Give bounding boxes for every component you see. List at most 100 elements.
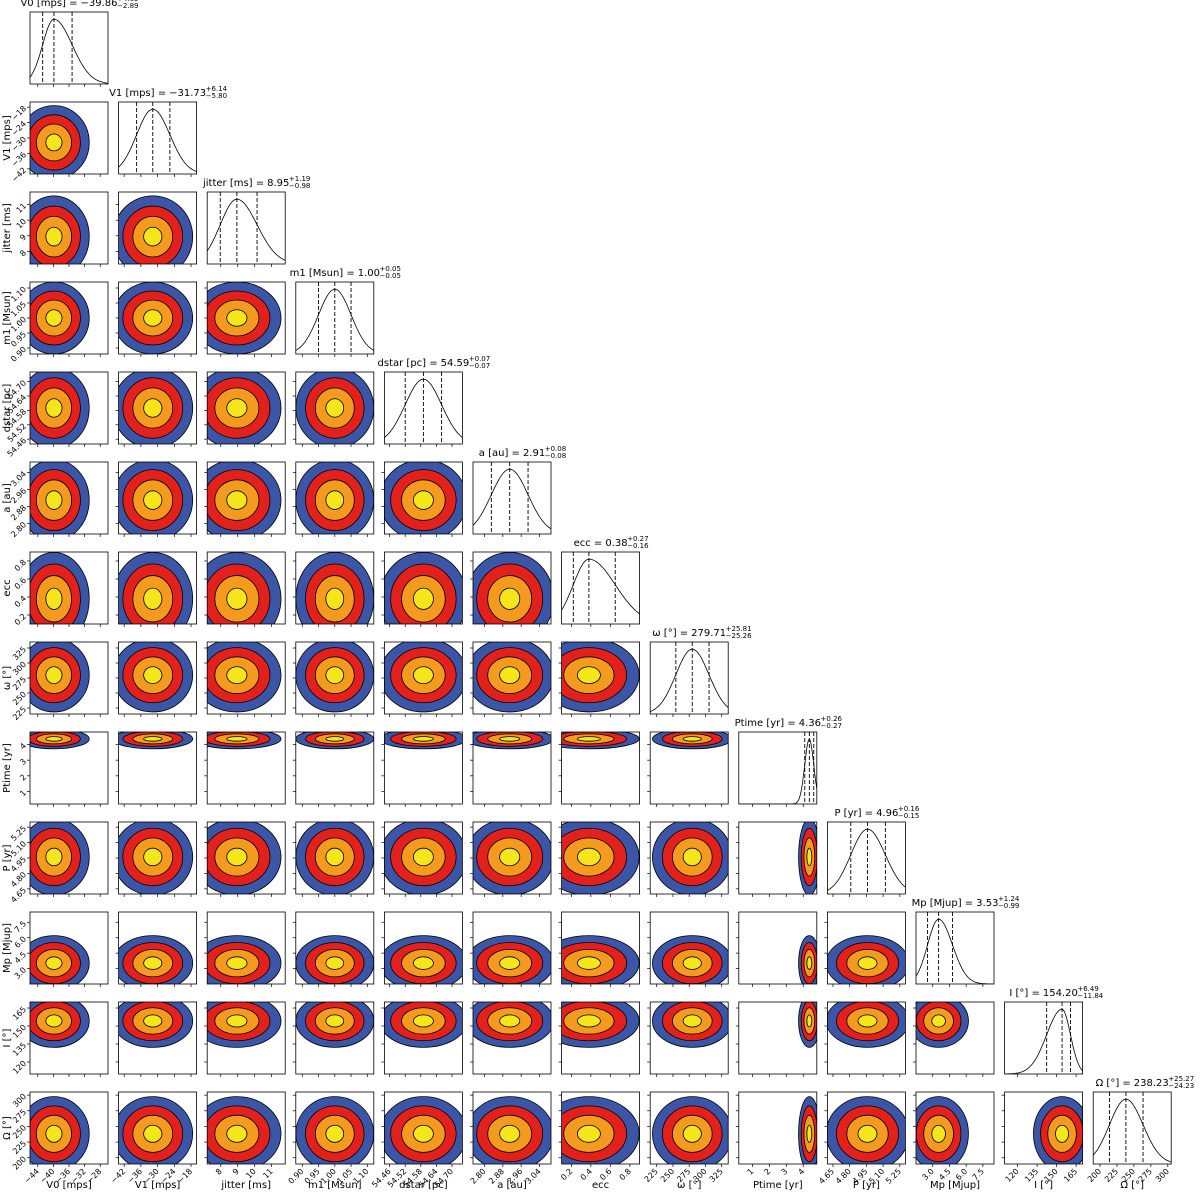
panel (647, 731, 729, 807)
panel (470, 551, 552, 627)
panel-frame (649, 1091, 729, 1165)
contour (143, 847, 163, 867)
panel-frame (206, 371, 286, 445)
x-axis-label: Ptime [yr] (753, 1180, 803, 1191)
title-name: V0 [mps] = (20, 0, 77, 9)
title-median: 1.00 (358, 268, 380, 279)
y-tick-label: 150 (11, 1023, 28, 1040)
y-axis-label: jitter [ms] (2, 203, 13, 254)
panel-frame (118, 821, 197, 895)
title-plus: +6.14 (206, 85, 228, 93)
title-median: 3.53 (976, 898, 998, 909)
title-median: 54.59 (441, 358, 470, 369)
y-tick-label: 8 (18, 248, 28, 258)
contour (857, 1014, 878, 1028)
contour (226, 847, 248, 867)
x-tick-label: 165 (1062, 1167, 1079, 1184)
y-tick-label: 0.90 (9, 345, 28, 364)
contour (931, 1124, 946, 1143)
panel-frame (206, 191, 286, 265)
y-tick-label: 4 (18, 741, 28, 751)
panel-frame (472, 551, 552, 625)
y-axis-label: ω [°] (2, 666, 13, 690)
panel: −42−36−30−24−18 (10, 101, 109, 184)
panel-frame (738, 911, 818, 985)
title-plus: +0.16 (898, 805, 920, 813)
title-minus: −0.15 (898, 812, 919, 820)
x-axis-label: ω [°] (677, 1180, 701, 1191)
y-axis-label: a [au] (2, 483, 13, 513)
x-tick-label: 4.80 (834, 1167, 853, 1186)
title-median: 238.23 (1134, 1078, 1169, 1089)
panel (292, 821, 375, 897)
panel (381, 1001, 463, 1077)
contour (325, 847, 345, 867)
contour (226, 1124, 248, 1143)
panel-frame (118, 281, 197, 355)
contour (45, 847, 63, 867)
panel-frame (738, 1001, 818, 1075)
title-name: ω [°] = (652, 628, 688, 639)
contour (931, 1014, 946, 1028)
title-plus: +25.27 (1168, 1075, 1194, 1083)
panel: 4.654.804.955.105.25 (9, 821, 109, 905)
y-tick-label: 165 (11, 1005, 28, 1022)
panel (115, 731, 197, 807)
panel: ω [°] = 279.71 +25.81−25.26 (649, 625, 752, 717)
panel: −42−36−30−24−18 (109, 1091, 197, 1185)
panel (115, 641, 197, 717)
title-name: ecc = (574, 538, 603, 549)
panel: Mp [Mjup] = 3.53 +1.24−0.99 (912, 895, 1020, 987)
title-plus: +0.26 (821, 715, 843, 723)
contour (499, 736, 521, 742)
x-axis-label: ecc (592, 1180, 609, 1191)
y-axis-label: m1 [Msun] (2, 291, 13, 345)
x-axis-label: m1 [Msun] (308, 1180, 362, 1191)
title-median: 8.95 (267, 178, 289, 189)
panel: m1 [Msun] = 1.00 +0.05−0.05 (290, 265, 401, 357)
panel (647, 821, 729, 897)
panel (470, 1001, 552, 1077)
panel-frame (29, 461, 109, 535)
panel: 4.654.804.955.105.25 (817, 1091, 906, 1186)
panel (115, 551, 197, 627)
contour (143, 736, 163, 742)
contour (226, 490, 248, 510)
title-median: 2.91 (523, 448, 545, 459)
x-tick-label: 2.80 (469, 1167, 488, 1186)
panel-frame (472, 1001, 552, 1075)
title-plus: +25.81 (726, 625, 752, 633)
y-tick-label: 0.4 (13, 594, 28, 609)
y-tick-label: 250 (11, 1123, 28, 1140)
y-tick-label: 225 (11, 1139, 28, 1156)
x-axis-label: Ω [°] (1120, 1180, 1144, 1191)
contour (806, 1124, 813, 1143)
title-plus: +1.24 (998, 895, 1020, 903)
panel-frame (206, 551, 286, 625)
x-axis-label: P [yr] (853, 1180, 880, 1191)
panel: Ptime [yr] = 4.36 +0.26−0.27 (735, 715, 843, 807)
panel-frame (118, 371, 197, 445)
panel-title: ω [°] = 279.71 (652, 628, 726, 639)
title-name: P [yr] = (834, 808, 873, 819)
panel-title: P [yr] = 4.96 (834, 808, 898, 819)
panel-frame (206, 1001, 286, 1075)
contour (499, 587, 521, 610)
contour (499, 1014, 521, 1028)
contour (45, 398, 63, 418)
contour (143, 1124, 163, 1143)
panel-frame (1092, 1091, 1172, 1165)
panel (115, 191, 197, 267)
x-tick-label: 0.90 (287, 1167, 306, 1186)
title-median: −31.73 (169, 88, 206, 99)
y-tick-label: 2 (18, 773, 28, 783)
panel-frame (738, 731, 818, 805)
panel (381, 641, 463, 717)
contour (499, 1124, 521, 1143)
